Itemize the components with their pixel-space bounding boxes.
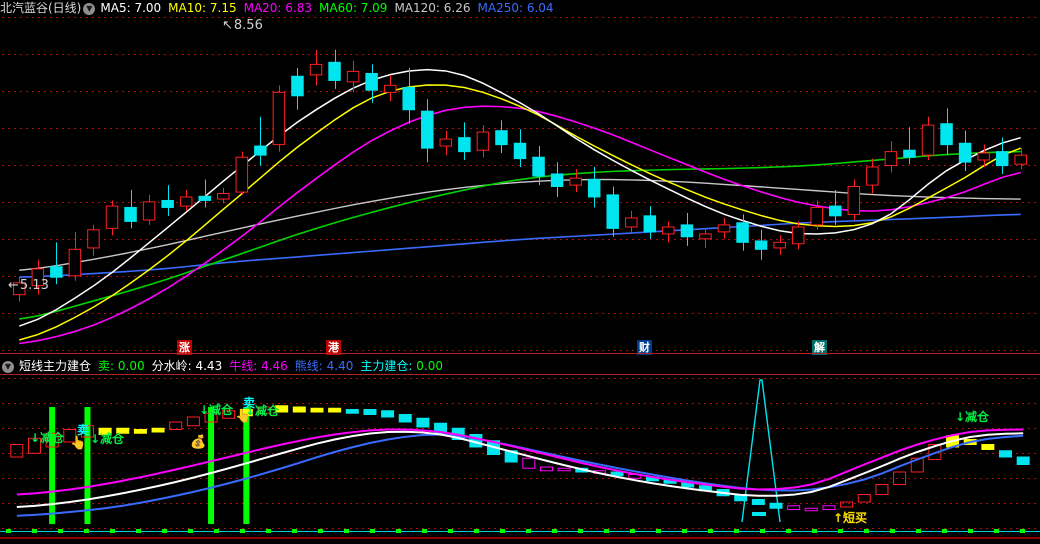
- panel-divider: [0, 374, 1040, 375]
- ma10-readout: MA10: 7.15: [168, 0, 236, 17]
- ma250-value: 6.04: [526, 1, 554, 15]
- sell-readout: 卖: 0.00: [98, 358, 145, 375]
- ma60-value: 7.09: [360, 1, 388, 15]
- sell-value: 0.00: [117, 359, 145, 373]
- high-flag-arrow-icon: ↖: [222, 18, 233, 33]
- bull-line-value: 4.46: [261, 359, 288, 373]
- sell-label-1: 卖: [77, 423, 90, 437]
- short-buy-label: ↑短买: [833, 511, 868, 525]
- high-price-value: 8.56: [233, 18, 263, 33]
- reduce-label-1: ↓减仓: [30, 431, 65, 445]
- indicator-panel[interactable]: [0, 375, 1040, 544]
- main-force-value: 0.00: [416, 359, 443, 373]
- main-chart-header: 北汽蓝谷(日线) ▼ MA5: 7.00 MA10: 7.15 MA20: 6.…: [0, 0, 1040, 17]
- ma10-label: MA10:: [168, 1, 207, 15]
- sell-label-2: 卖: [243, 396, 256, 410]
- ma20-label: MA20:: [243, 1, 282, 15]
- ma250-label: MA250:: [477, 1, 524, 15]
- low-price-flag: ←5.13: [8, 278, 49, 293]
- bull-line-label: 牛线:: [229, 359, 258, 373]
- watershed-readout: 分水岭: 4.43: [152, 358, 223, 375]
- ma5-value: 7.00: [134, 1, 162, 15]
- watershed-label: 分水岭:: [151, 359, 192, 373]
- indicator-chart[interactable]: [0, 375, 1040, 544]
- bear-line-label: 熊线:: [294, 359, 323, 373]
- indicator-title[interactable]: 短线主力建仓: [19, 359, 92, 373]
- main-force-label: 主力建仓:: [360, 359, 413, 373]
- indicator-panel-header: ▼ 短线主力建仓 卖: 0.00 分水岭: 4.43 牛线: 4.46 熊线: …: [0, 358, 1040, 375]
- watermark-cai: 财: [637, 340, 652, 355]
- pointing-hand-icon-2: 👆: [235, 409, 252, 424]
- main-price-panel[interactable]: [0, 17, 1040, 353]
- ma5-label: MA5:: [100, 1, 131, 15]
- ma250-readout: MA250: 6.04: [478, 0, 554, 17]
- watershed-value: 4.43: [195, 359, 223, 373]
- reduce-label-4: ↓减仓: [245, 404, 280, 418]
- money-bag-icon: 💰: [190, 435, 207, 450]
- watermark-zhang: 涨: [177, 340, 192, 355]
- ma5-readout: MA5: 7.00: [100, 0, 161, 17]
- sell-label: 卖:: [98, 359, 115, 373]
- high-price-flag: ↖8.56: [222, 18, 263, 33]
- bear-line-readout: 熊线: 4.40: [295, 358, 354, 375]
- bull-line-readout: 牛线: 4.46: [229, 358, 288, 375]
- ma120-readout: MA120: 6.26: [394, 0, 470, 17]
- ma60-label: MA60:: [319, 1, 357, 15]
- low-flag-arrow-icon: ←: [8, 278, 19, 293]
- reduce-label-3: ↓减仓: [199, 403, 234, 417]
- ma60-readout: MA60: 7.09: [319, 0, 387, 17]
- pointing-hand-icon-1: 👆: [70, 436, 87, 451]
- bear-line-value: 4.40: [326, 359, 354, 373]
- symbol-name[interactable]: 北汽蓝谷(日线): [0, 1, 82, 15]
- chevron-down-icon[interactable]: ▼: [83, 2, 96, 15]
- reduce-label-5: ↓减仓: [955, 410, 990, 424]
- watermark-jie: 解: [812, 340, 827, 355]
- panel-top-rule: [0, 353, 1040, 354]
- ma10-value: 7.15: [209, 1, 237, 15]
- low-price-value: 5.13: [19, 278, 49, 293]
- ma20-value: 6.83: [285, 1, 313, 15]
- reduce-label-2: ↓减仓: [90, 432, 125, 446]
- candlestick-chart[interactable]: [0, 17, 1040, 353]
- ma120-label: MA120:: [394, 1, 440, 15]
- ma20-readout: MA20: 6.83: [244, 0, 312, 17]
- chevron-down-icon-sub[interactable]: ▼: [2, 360, 14, 373]
- main-force-readout: 主力建仓: 0.00: [360, 358, 443, 375]
- watermark-gang: 港: [326, 340, 341, 355]
- ma120-value: 6.26: [443, 1, 471, 15]
